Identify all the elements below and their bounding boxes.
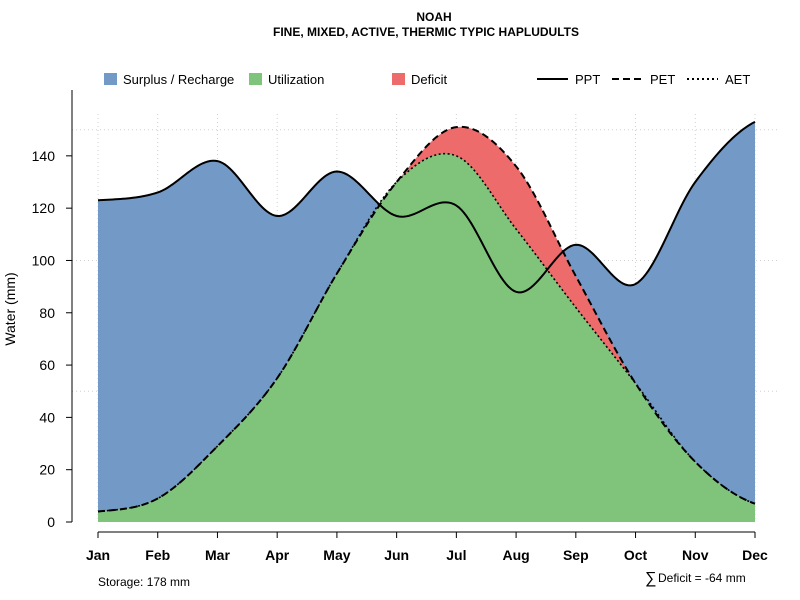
deficit-symbol: ∑ (645, 570, 656, 587)
y-tick-label: 140 (32, 148, 56, 164)
area-fills (98, 121, 755, 522)
legend-label-deficit: Deficit (411, 72, 448, 87)
legend-swatch-surplus (104, 73, 117, 85)
series-line-pet (97, 125, 756, 513)
y-tick-label: 100 (32, 252, 56, 268)
x-tick-label: Oct (624, 547, 648, 563)
x-tick-label: Jan (86, 547, 110, 563)
legend: Surplus / Recharge Utilization Deficit P… (104, 72, 750, 87)
x-tick-label: Apr (265, 547, 290, 563)
x-tick-label: Aug (502, 547, 529, 563)
legend-label-ppt: PPT (575, 72, 600, 87)
legend-swatch-utilization (249, 73, 262, 85)
series-line-ppt (97, 120, 756, 294)
series-lines (97, 120, 756, 513)
area-utilization (98, 153, 755, 522)
x-tick-label: Mar (205, 547, 230, 563)
x-tick-label: Dec (742, 547, 768, 563)
legend-label-pet: PET (650, 72, 675, 87)
legend-label-surplus: Surplus / Recharge (123, 72, 234, 87)
y-tick-label: 20 (39, 462, 55, 478)
legend-label-aet: AET (725, 72, 750, 87)
x-tick-label: May (323, 547, 350, 563)
x-tick-label: Jun (384, 547, 409, 563)
y-axis-label: Water (mm) (2, 272, 18, 345)
axes: 0 20 40 60 80 100 120 140 Jan Feb Mar Apr May Jun Jul A… (32, 90, 768, 563)
legend-swatch-deficit (392, 73, 405, 85)
x-tick-label: Feb (145, 547, 170, 563)
x-tick-label: Nov (682, 547, 709, 563)
chart-subtitle: FINE, MIXED, ACTIVE, THERMIC TYPIC HAPLU… (273, 25, 579, 39)
deficit-total-label: Deficit = -64 mm (658, 571, 746, 585)
chart-title: NOAH (416, 10, 451, 24)
y-tick-label: 80 (39, 305, 55, 321)
area-surplus-above-pet (98, 121, 755, 512)
y-tick-label: 120 (32, 200, 56, 216)
y-tick-label: 0 (47, 514, 55, 530)
y-tick-label: 60 (39, 357, 55, 373)
legend-label-utilization: Utilization (268, 72, 324, 87)
y-tick-label: 40 (39, 409, 55, 425)
x-tick-label: Sep (563, 547, 589, 563)
storage-label: Storage: 178 mm (98, 575, 190, 589)
x-tick-label: Jul (446, 547, 466, 563)
